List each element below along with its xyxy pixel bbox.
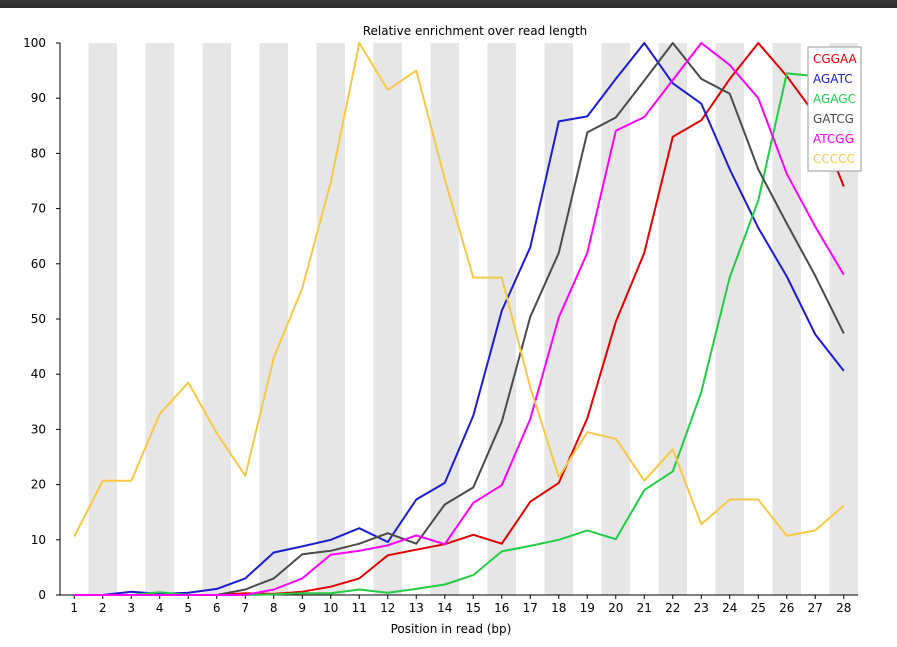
y-tick-label: 70 — [31, 202, 46, 216]
window-title-bar — [0, 0, 897, 8]
grid-band — [658, 43, 687, 595]
x-tick-label: 12 — [380, 601, 395, 615]
legend-item: ATCGG — [813, 132, 854, 146]
x-tick-label: 7 — [241, 601, 249, 615]
y-tick-label: 0 — [38, 588, 46, 602]
x-tick-label: 11 — [352, 601, 367, 615]
x-tick-label: 10 — [323, 601, 338, 615]
y-tick-label: 10 — [31, 533, 46, 547]
legend-item: CGGAA — [813, 52, 858, 66]
chart-canvas: Relative enrichment over read length 0 10… — [0, 8, 897, 647]
x-tick-label: 22 — [665, 601, 680, 615]
x-tick-label: 1 — [70, 601, 78, 615]
y-tick-label: 80 — [31, 146, 46, 160]
y-axis-ticks: 0 10 20 30 40 50 60 70 80 90 100 — [23, 36, 60, 602]
y-tick-label: 40 — [31, 367, 46, 381]
y-tick-label: 30 — [31, 422, 46, 436]
series-lines — [73, 42, 845, 596]
legend-item: AGAGC — [813, 92, 856, 106]
enrichment-line-chart: Relative enrichment over read length 0 10… — [23, 24, 862, 636]
grid-band — [88, 43, 117, 595]
y-tick-label: 50 — [31, 312, 46, 326]
x-tick-label: 9 — [298, 601, 306, 615]
x-tick-label: 3 — [127, 601, 135, 615]
grid-bands — [88, 43, 858, 595]
x-tick-label: 16 — [494, 601, 509, 615]
legend-item: CCCCC — [813, 152, 855, 166]
x-tick-label: 28 — [836, 601, 851, 615]
chart-title: Relative enrichment over read length — [363, 24, 588, 38]
x-axis-ticks: 1 2 3 4 5 6 7 8 9 10 11 12 13 14 15 16 17 18 19 20 21 22 23 24 2… — [70, 595, 851, 615]
x-tick-label: 2 — [99, 601, 107, 615]
x-tick-label: 26 — [779, 601, 794, 615]
grid-band — [487, 43, 516, 595]
x-tick-label: 15 — [466, 601, 481, 615]
x-tick-label: 27 — [808, 601, 823, 615]
series-line-agatc — [74, 42, 845, 596]
x-tick-label: 13 — [409, 601, 424, 615]
series-line-atcgg — [74, 42, 845, 596]
grid-band — [430, 43, 459, 595]
grid-band — [373, 43, 402, 595]
grid-band — [202, 43, 231, 595]
x-tick-label: 20 — [608, 601, 623, 615]
x-axis-label: Position in read (bp) — [391, 622, 512, 636]
x-tick-label: 5 — [184, 601, 192, 615]
grid-band — [259, 43, 288, 595]
x-tick-label: 14 — [437, 601, 452, 615]
x-tick-label: 6 — [213, 601, 221, 615]
legend-item: AGATC — [813, 72, 853, 86]
y-tick-label: 20 — [31, 478, 46, 492]
legend-box — [807, 46, 862, 172]
grid-band — [316, 43, 345, 595]
grid-band — [772, 43, 801, 595]
x-tick-label: 8 — [270, 601, 278, 615]
y-tick-label: 100 — [23, 36, 46, 50]
x-tick-label: 17 — [523, 601, 538, 615]
x-tick-label: 18 — [551, 601, 566, 615]
x-tick-label: 4 — [156, 601, 164, 615]
grid-band — [145, 43, 174, 595]
x-tick-label: 25 — [751, 601, 766, 615]
x-tick-label: 23 — [694, 601, 709, 615]
x-tick-label: 19 — [580, 601, 595, 615]
legend-item: GATCG — [813, 112, 854, 126]
legend: CGGAA AGATC AGAGC GATCG ATCGG CCCCC — [807, 46, 862, 172]
x-tick-label: 21 — [637, 601, 652, 615]
x-tick-label: 24 — [722, 601, 737, 615]
y-tick-label: 90 — [31, 91, 46, 105]
series-line-ccccc — [73, 42, 845, 537]
y-tick-label: 60 — [31, 257, 46, 271]
